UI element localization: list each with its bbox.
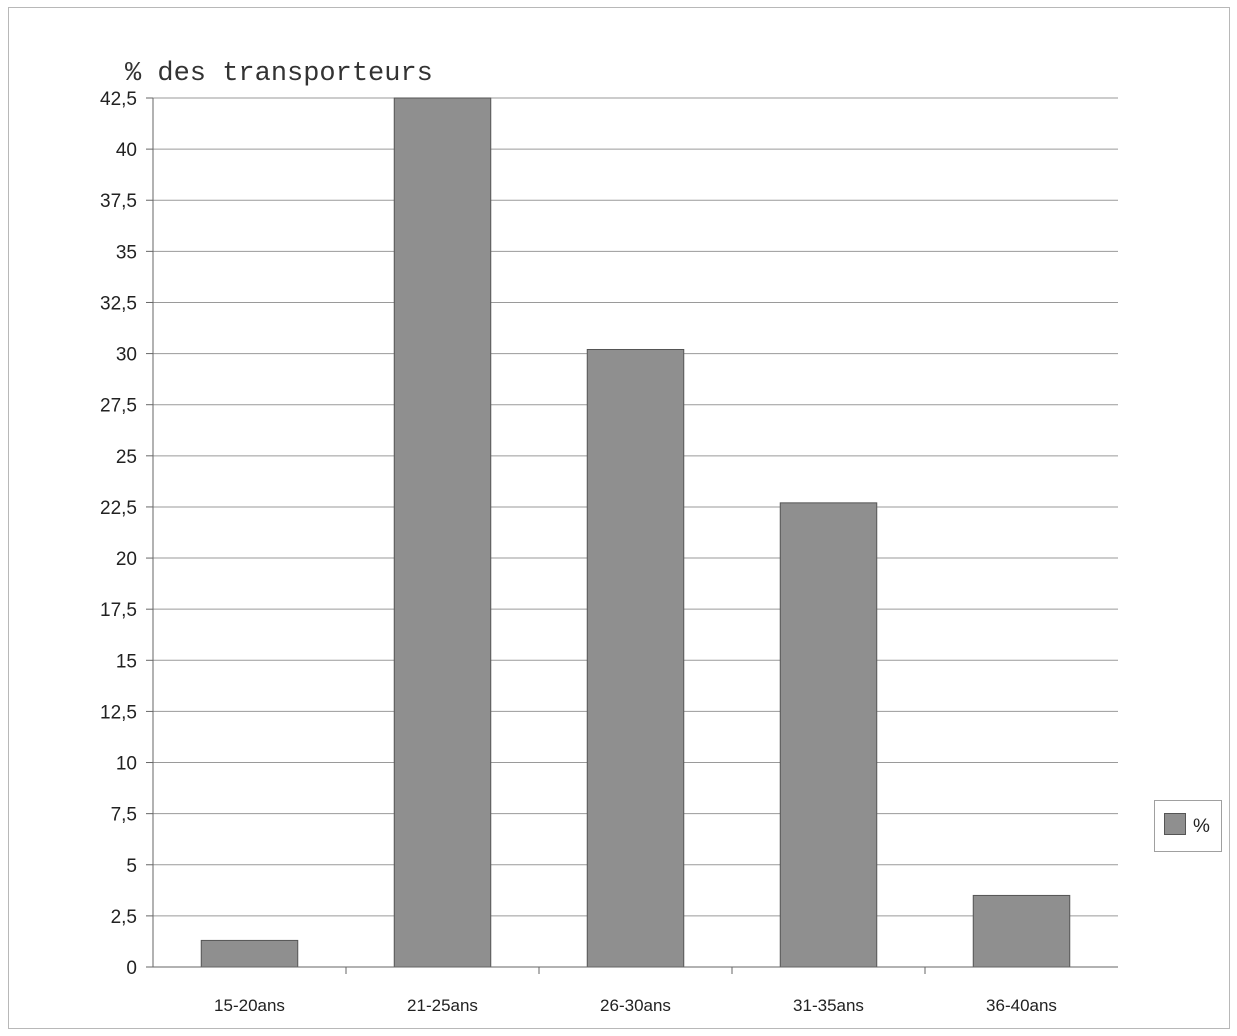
y-tick-label: 20 — [116, 549, 137, 570]
bar-15-20ans — [200, 939, 299, 968]
bars — [200, 97, 1071, 968]
y-tick-label: 40 — [116, 140, 137, 161]
y-tick-label: 22,5 — [100, 498, 137, 519]
y-tick-label: 42,5 — [100, 89, 137, 110]
y-tick-label: 7,5 — [111, 805, 137, 826]
x-tick-label: 15-20ans — [214, 996, 285, 1015]
x-tick-label: 26-30ans — [600, 996, 671, 1015]
x-tick-label: 36-40ans — [986, 996, 1057, 1015]
x-tick-label: 21-25ans — [407, 996, 478, 1015]
y-tick-label: 25 — [116, 447, 137, 468]
bar-36-40ans — [972, 894, 1071, 968]
y-tick-label: 27,5 — [100, 396, 137, 417]
axes — [146, 97, 1118, 974]
y-tick-label: 35 — [116, 242, 137, 263]
y-tick-label: 37,5 — [100, 191, 137, 212]
bar-26-30ans — [586, 348, 685, 968]
y-tick-labels: 0 2,5 5 7,5 10 12,5 15 17,5 20 22,5 25 27,5 30 32,5 35… — [100, 89, 137, 979]
legend: % — [1154, 800, 1222, 852]
y-tick-label: 15 — [116, 651, 137, 672]
y-tick-label: 17,5 — [100, 600, 137, 621]
y-tick-label: 10 — [116, 754, 137, 775]
y-tick-label: 2,5 — [111, 907, 137, 928]
y-axis-title: % des transporteurs — [125, 59, 433, 89]
legend-swatch — [1164, 813, 1186, 835]
y-tick-label: 30 — [116, 345, 137, 366]
bar-31-35ans — [779, 502, 878, 968]
y-tick-label: 5 — [126, 856, 137, 877]
y-tick-label: 32,5 — [100, 293, 137, 314]
x-tick-label: 31-35ans — [793, 996, 864, 1015]
y-tick-label: 12,5 — [100, 702, 137, 723]
bar-21-25ans — [393, 97, 492, 968]
x-tick-labels: 15-20ans 21-25ans 26-30ans 31-35ans 36-40ans — [214, 996, 1057, 1015]
y-tick-label: 0 — [126, 958, 137, 979]
legend-label: % — [1193, 816, 1210, 837]
